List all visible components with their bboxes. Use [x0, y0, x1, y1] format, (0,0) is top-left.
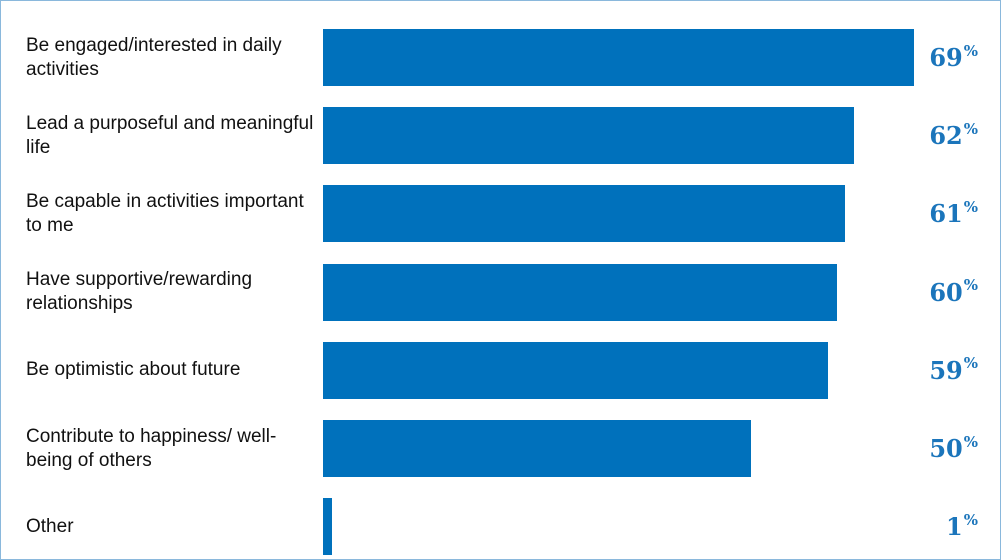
value-label: 69% — [929, 41, 978, 73]
value-label: 61% — [929, 197, 978, 229]
category-label: Be optimistic about future — [26, 359, 241, 381]
category-label: Contribute to happiness/ well-being of o… — [26, 425, 277, 471]
value-label: 62% — [929, 119, 978, 151]
value-label: 60% — [929, 276, 978, 307]
bar — [323, 185, 846, 243]
bar — [323, 420, 752, 477]
value-label: 59% — [929, 354, 978, 385]
category-label: Lead a purposeful and meaningful life — [26, 112, 314, 158]
value-label: 1% — [946, 510, 978, 542]
category-label: Other — [26, 515, 74, 537]
bar — [323, 29, 914, 86]
bar — [323, 107, 855, 165]
bar — [323, 263, 837, 321]
bar — [323, 498, 332, 556]
value-label: 50% — [929, 432, 978, 464]
category-label: Be engaged/interested in daily activitie… — [26, 34, 282, 80]
category-label: Have supportive/rewarding relationships — [26, 269, 253, 315]
category-label: Be capable in activities important to me — [26, 190, 304, 236]
bar — [323, 341, 829, 399]
